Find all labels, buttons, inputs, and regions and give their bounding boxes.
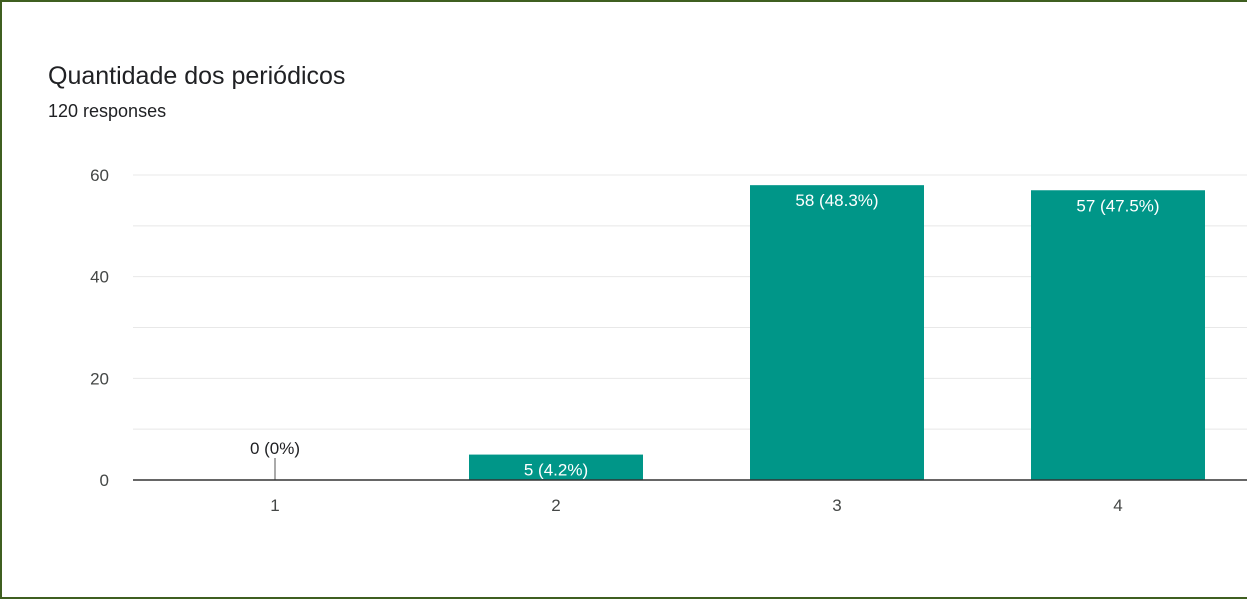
data-label: 58 (48.3%)	[795, 191, 878, 210]
y-tick-label: 40	[90, 268, 109, 287]
data-labels: 0 (0%) 5 (4.2%) 58 (48.3%) 57 (47.5%)	[250, 191, 1160, 479]
y-axis-ticks: 0 20 40 60	[90, 166, 109, 490]
x-tick-label: 2	[551, 496, 560, 515]
data-label: 0 (0%)	[250, 439, 300, 458]
y-tick-label: 60	[90, 166, 109, 185]
bar	[469, 454, 643, 480]
x-tick-label: 4	[1113, 496, 1122, 515]
bars	[274, 185, 1205, 480]
chart-title: Quantidade dos periódicos	[48, 62, 346, 90]
x-tick-label: 3	[832, 496, 841, 515]
x-tick-label: 1	[270, 496, 279, 515]
x-axis-ticks: 1 2 3 4	[270, 496, 1122, 515]
data-label: 5 (4.2%)	[524, 461, 588, 480]
response-count: 120 responses	[48, 101, 167, 121]
y-tick-label: 20	[90, 369, 109, 388]
data-label: 57 (47.5%)	[1076, 196, 1159, 215]
bar	[1031, 190, 1205, 480]
y-tick-label: 0	[100, 471, 109, 490]
bar	[750, 185, 924, 480]
